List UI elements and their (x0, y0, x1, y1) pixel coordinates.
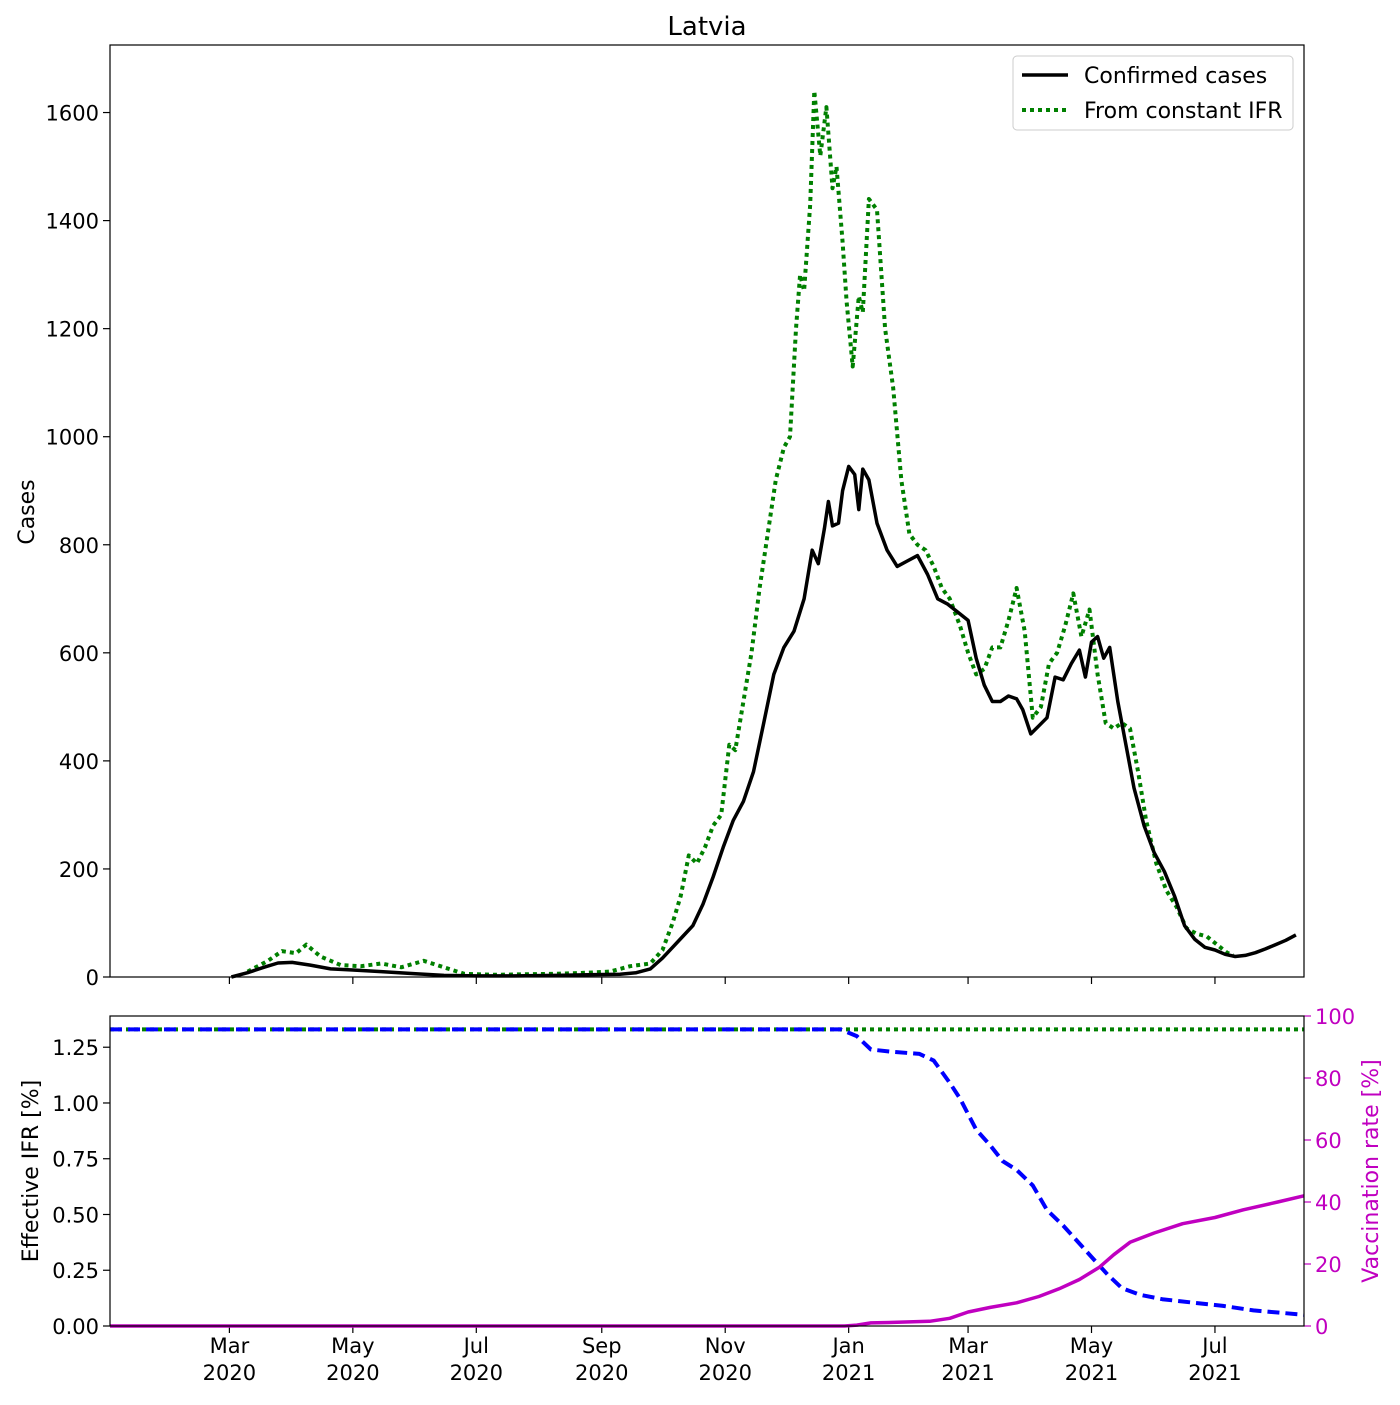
ifr-axis-label: Effective IFR [%] (19, 1080, 44, 1262)
legend-label-constant-ifr: From constant IFR (1084, 99, 1283, 124)
date-x-tick-year: 2021 (1065, 1361, 1118, 1385)
ifr-panel: Effective IFR [%] Vaccination rate [%] 0… (19, 1005, 1384, 1385)
vaccination-rate-line (110, 1194, 1305, 1328)
cases-y-ticks: 0 200 400 600 800 1000 1200 1400 1600 (46, 102, 110, 990)
ifr-y-tick-label: 0.25 (52, 1259, 99, 1283)
constant-ifr-cases-line (246, 88, 1235, 977)
cases-y-tick-label: 200 (59, 858, 99, 882)
effective-ifr-line (110, 1027, 1305, 1317)
vaccination-y-tick-label: 40 (1315, 1191, 1342, 1215)
date-x-tick-month: May (331, 1334, 374, 1358)
cases-x-ticks (228, 977, 1216, 984)
cases-y-tick-label: 1600 (46, 102, 99, 126)
vaccination-y-tick-label: 100 (1315, 1005, 1355, 1029)
ifr-plot-frame (109, 1015, 1305, 1327)
date-x-tick-year: 2021 (941, 1361, 994, 1385)
cases-plot-frame (109, 44, 1305, 978)
cases-y-tick-label: 0 (86, 966, 99, 990)
ifr-y-tick-label: 1.00 (52, 1092, 99, 1116)
chart-title: Latvia (667, 12, 746, 42)
date-x-tick-year: 2021 (822, 1361, 875, 1385)
date-x-tick-month: Sep (582, 1334, 622, 1358)
vaccination-axis-label: Vaccination rate [%] (1359, 1059, 1384, 1282)
vaccination-y-ticks: 0 20 40 60 80 100 (1304, 1005, 1355, 1339)
date-x-tick-month: Mar (210, 1334, 250, 1358)
ifr-y-ticks: 0.00 0.25 0.50 0.75 1.00 1.25 (52, 1036, 110, 1339)
cases-y-tick-label: 400 (59, 750, 99, 774)
legend-label-confirmed: Confirmed cases (1084, 64, 1267, 89)
ifr-series (110, 1027, 1305, 1328)
date-x-tick-year: 2020 (698, 1361, 751, 1385)
date-x-tick-month: Mar (948, 1334, 988, 1358)
cases-y-tick-label: 1400 (46, 210, 99, 234)
vaccination-y-tick-label: 80 (1315, 1067, 1342, 1091)
date-x-tick-month: Nov (705, 1334, 746, 1358)
ifr-y-tick-label: 1.25 (52, 1036, 99, 1060)
legend: Confirmed cases From constant IFR (1012, 55, 1294, 131)
ifr-y-tick-label: 0.00 (52, 1315, 99, 1339)
date-x-tick-month: Jan (830, 1334, 864, 1358)
cases-y-tick-label: 800 (59, 534, 99, 558)
date-x-tick-month: May (1070, 1334, 1113, 1358)
cases-y-tick-label: 1000 (46, 426, 99, 450)
cases-y-tick-label: 600 (59, 642, 99, 666)
date-x-tick-year: 2020 (326, 1361, 379, 1385)
vaccination-y-tick-label: 20 (1315, 1253, 1342, 1277)
cases-series (230, 88, 1297, 979)
cases-panel: Latvia Cases 0 200 400 600 800 1000 1200 1400 16… (15, 12, 1305, 990)
cases-y-tick-label: 1200 (46, 318, 99, 342)
ifr-y-tick-label: 0.50 (52, 1203, 99, 1227)
date-x-tick-month: Jul (462, 1334, 489, 1358)
date-x-tick-year: 2020 (575, 1361, 628, 1385)
confirmed-cases-line (230, 464, 1297, 979)
ifr-y-tick-label: 0.75 (52, 1148, 99, 1172)
cases-axis-label: Cases (15, 479, 40, 544)
date-x-ticks: Mar 2020 May 2020 Jul 2020 Sep 2020 Nov 2020 Jan 20… (203, 1326, 1242, 1385)
date-x-tick-year: 2020 (203, 1361, 256, 1385)
date-x-tick-year: 2021 (1188, 1361, 1241, 1385)
date-x-tick-year: 2020 (450, 1361, 503, 1385)
vaccination-y-tick-label: 0 (1315, 1315, 1328, 1339)
vaccination-y-tick-label: 60 (1315, 1129, 1342, 1153)
date-x-tick-month: Jul (1200, 1334, 1227, 1358)
legend-box (1012, 55, 1294, 131)
